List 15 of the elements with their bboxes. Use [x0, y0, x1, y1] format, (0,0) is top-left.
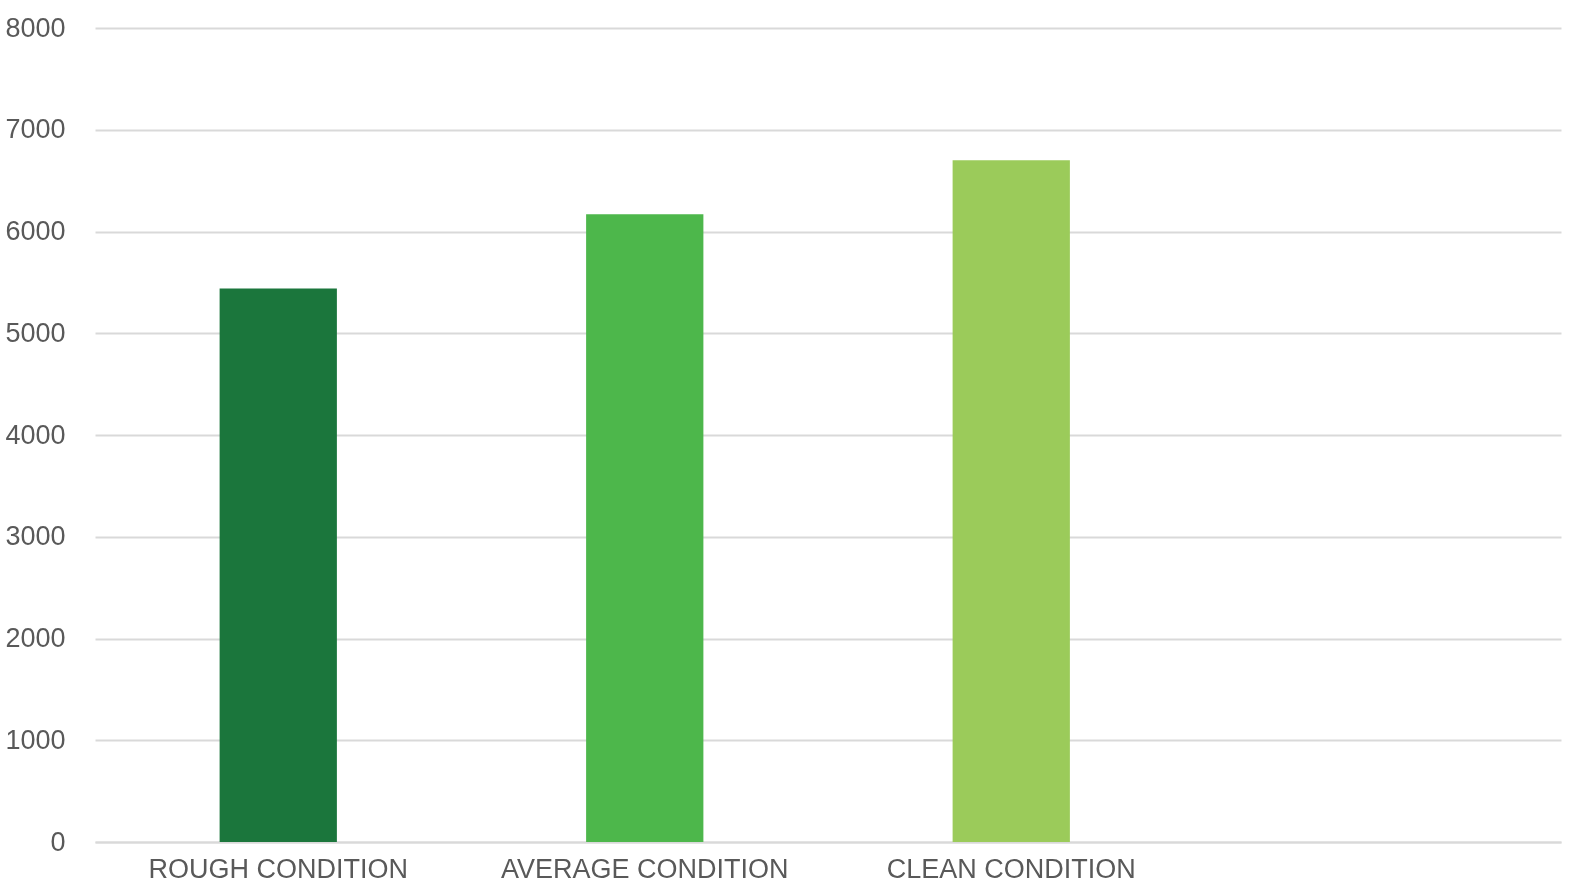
y-tick-label: 4000	[5, 419, 66, 450]
y-tick-label: 3000	[5, 521, 66, 552]
bar	[952, 160, 1070, 842]
x-tick-label: ROUGH CONDITION	[148, 853, 408, 884]
x-tick-label: CLEAN CONDITION	[886, 853, 1136, 884]
y-tick-label: 0	[50, 826, 66, 857]
x-tick-label: AVERAGE CONDITION	[500, 853, 789, 884]
bar	[586, 214, 704, 842]
y-tick-label: 5000	[5, 317, 66, 348]
y-tick-label: 8000	[5, 12, 66, 43]
y-tick-label: 7000	[5, 114, 66, 145]
y-tick-label: 6000	[5, 216, 66, 246]
y-tick-label: 2000	[5, 623, 66, 653]
y-tick-label: 1000	[5, 724, 66, 755]
bar	[219, 288, 337, 842]
